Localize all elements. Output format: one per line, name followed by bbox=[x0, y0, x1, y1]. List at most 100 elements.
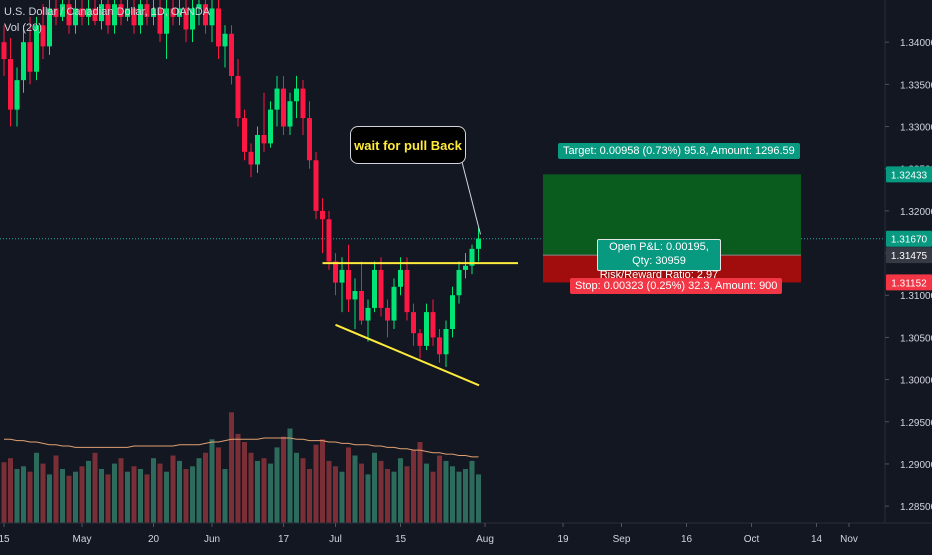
candle bbox=[47, 8, 52, 47]
candle bbox=[307, 118, 312, 161]
candle bbox=[216, 8, 221, 47]
candle bbox=[359, 291, 364, 321]
target-price-tag-bg bbox=[886, 166, 932, 183]
target-label: Target: 0.00958 (0.73%) 95.8, Amount: 12… bbox=[558, 143, 800, 159]
target-price-tag: 1.32433 bbox=[891, 170, 928, 181]
candle bbox=[268, 109, 273, 144]
volume-bar bbox=[372, 452, 377, 523]
x-tick-label: May bbox=[73, 534, 92, 545]
volume-bar bbox=[411, 450, 416, 523]
candle bbox=[242, 118, 247, 152]
x-tick-label: Jul bbox=[329, 534, 342, 545]
volume-bar bbox=[281, 436, 286, 523]
candle bbox=[443, 328, 449, 355]
volume-bar bbox=[112, 463, 117, 523]
volume-bar bbox=[463, 469, 468, 523]
x-tick-label: Oct bbox=[744, 534, 760, 545]
candle bbox=[27, 42, 33, 72]
candle bbox=[378, 269, 384, 308]
volume-bar bbox=[352, 455, 358, 523]
volume-bar bbox=[138, 469, 143, 523]
volume-bar bbox=[92, 452, 98, 523]
volume-bar bbox=[430, 471, 436, 523]
current-price-tag-bg bbox=[886, 230, 932, 247]
volume-bar bbox=[313, 444, 319, 523]
volume-bar bbox=[456, 471, 462, 523]
x-tick-label: 14 bbox=[811, 534, 823, 545]
candle bbox=[346, 269, 351, 300]
candle bbox=[255, 134, 260, 165]
x-tick-label: 16 bbox=[681, 534, 693, 545]
volume-bar bbox=[209, 439, 215, 523]
candle bbox=[450, 295, 455, 329]
candle bbox=[14, 80, 20, 110]
volume-bar bbox=[99, 469, 104, 523]
candle bbox=[92, 8, 98, 22]
candle bbox=[287, 101, 293, 127]
candle bbox=[21, 42, 26, 81]
candle bbox=[385, 307, 390, 321]
volume-bar bbox=[125, 471, 130, 523]
volume-bar bbox=[476, 474, 481, 523]
volume-bar bbox=[177, 460, 182, 523]
annotation-callout[interactable]: wait for pull Back bbox=[350, 126, 466, 164]
candle bbox=[118, 4, 124, 17]
volume-bar bbox=[287, 428, 293, 523]
candle bbox=[112, 4, 117, 26]
candle bbox=[60, 4, 65, 17]
trend-lines bbox=[322, 161, 518, 387]
support-line bbox=[335, 323, 480, 387]
y-tick-label: 1.30000 bbox=[900, 376, 932, 387]
volume-bar bbox=[66, 475, 72, 523]
y-tick-label: 1.34000 bbox=[900, 38, 932, 49]
x-tick-label: Aug bbox=[476, 534, 494, 545]
candle bbox=[313, 160, 319, 211]
volume-bar bbox=[443, 460, 449, 523]
candle bbox=[326, 219, 332, 262]
x-tick-label: Nov bbox=[840, 534, 858, 545]
candle bbox=[138, 4, 143, 26]
candle bbox=[352, 291, 358, 300]
volume-bar bbox=[235, 433, 241, 523]
candle bbox=[8, 59, 13, 110]
volume-bar bbox=[248, 452, 254, 523]
volume-bar bbox=[47, 474, 52, 523]
volume-bar bbox=[268, 463, 273, 523]
stop-label: Stop: 0.00323 (0.25%) 32.3, Amount: 900 bbox=[570, 278, 783, 294]
volume-bar bbox=[255, 460, 260, 523]
candle bbox=[476, 238, 481, 249]
volume-bar bbox=[190, 466, 195, 523]
volume-bar bbox=[203, 452, 208, 523]
volume-bar bbox=[333, 466, 338, 523]
volume-bar bbox=[34, 452, 39, 523]
volume-bar bbox=[86, 460, 91, 523]
rr-label: Risk/Reward Ratio: 2.97 bbox=[599, 269, 719, 281]
candle bbox=[105, 4, 111, 26]
callout-pointer bbox=[461, 161, 481, 235]
y-tick-label: 1.31000 bbox=[900, 291, 932, 302]
volume-bar bbox=[170, 455, 176, 523]
volume-bar bbox=[183, 469, 189, 523]
candle bbox=[320, 210, 325, 220]
volume-bar bbox=[164, 471, 169, 523]
stop-price-tag: 1.31152 bbox=[891, 278, 927, 289]
candle bbox=[164, 8, 169, 34]
volume-bar bbox=[378, 460, 384, 523]
pnl-label: Open P&L: 0.00195, Qty: 30959 bbox=[609, 241, 709, 267]
volume-bar bbox=[320, 439, 325, 523]
candle bbox=[365, 307, 371, 321]
volume-bar bbox=[385, 469, 390, 523]
x-tick-label: 15 bbox=[395, 534, 407, 545]
volume-bar bbox=[14, 469, 20, 523]
volume-bar bbox=[326, 460, 332, 523]
volume-bar bbox=[157, 463, 163, 523]
candle bbox=[463, 265, 468, 270]
volume-bar bbox=[60, 469, 65, 523]
candle bbox=[372, 269, 377, 308]
candle bbox=[391, 286, 397, 321]
indicator-label: Vol (20) bbox=[4, 22, 42, 34]
candle bbox=[170, 8, 176, 17]
